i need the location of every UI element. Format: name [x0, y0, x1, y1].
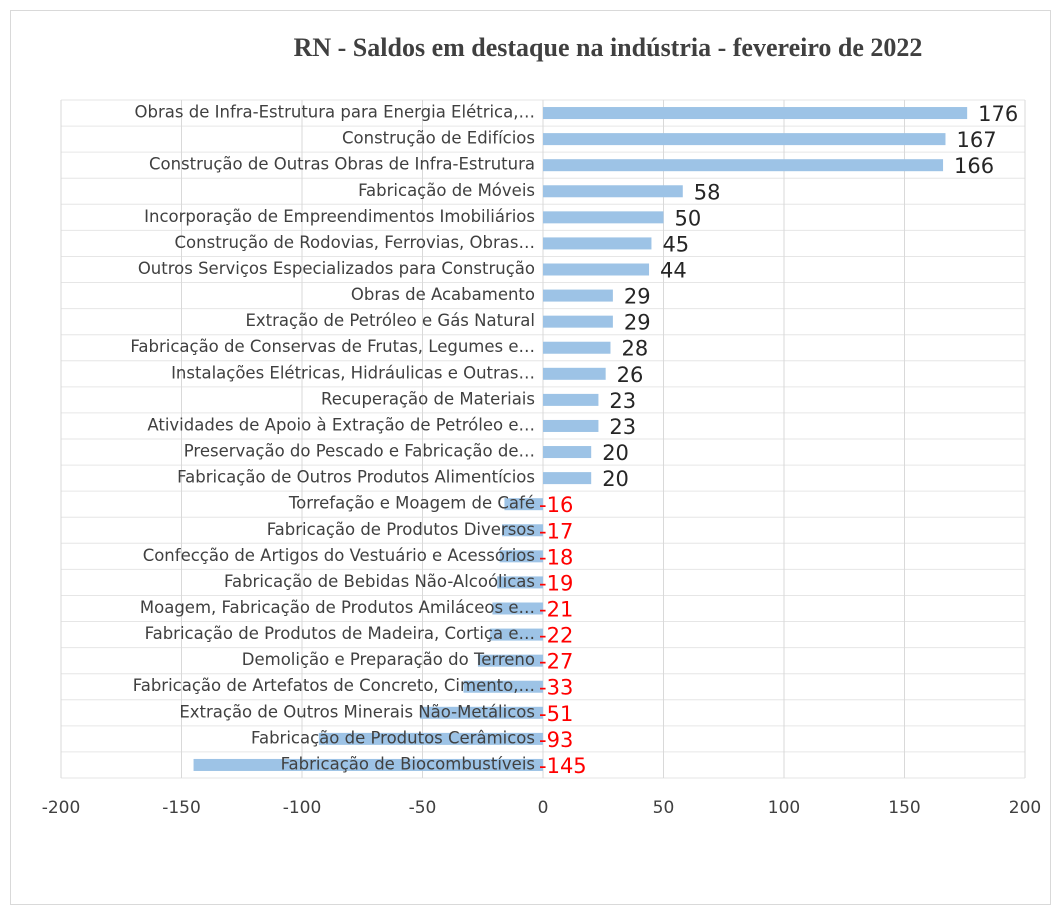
- bar: [463, 680, 543, 693]
- bar: [477, 654, 543, 667]
- category-label: Extração de Petróleo e Gás Natural: [245, 311, 535, 330]
- chart-title: RN - Saldos em destaque na indústria - f…: [294, 33, 923, 62]
- value-label: 23: [609, 389, 636, 413]
- category-label: Instalações Elétricas, Hidráulicas e Out…: [171, 363, 535, 382]
- bar: [543, 472, 592, 485]
- x-tick-label: 100: [768, 798, 800, 818]
- bar: [543, 289, 613, 302]
- category-label: Fabricação de Outros Produtos Alimentíci…: [177, 468, 535, 487]
- value-label: -145: [539, 754, 587, 778]
- x-tick-label: 50: [653, 798, 675, 818]
- bar: [497, 576, 543, 589]
- bar: [543, 341, 611, 354]
- value-label: -93: [539, 728, 573, 752]
- category-label: Fabricação de Artefatos de Concreto, Cim…: [133, 676, 535, 695]
- value-label: -22: [539, 624, 573, 648]
- x-tick-label: -150: [162, 798, 201, 818]
- value-label: 20: [602, 467, 629, 491]
- bar: [543, 446, 592, 459]
- category-label: Moagem, Fabricação de Produtos Amiláceos…: [140, 598, 535, 617]
- value-label: 23: [609, 415, 636, 439]
- category-label: Extração de Outros Minerais Não-Metálico…: [179, 702, 535, 721]
- bar: [543, 393, 599, 406]
- value-label: -51: [539, 702, 573, 726]
- bar: [543, 107, 968, 120]
- category-label: Fabricação de Biocombustíveis: [281, 754, 535, 773]
- category-label: Fabricação de Produtos Diversos: [267, 520, 535, 539]
- bar: [543, 237, 652, 250]
- category-label: Incorporação de Empreendimentos Imobiliá…: [144, 207, 535, 226]
- bar: [543, 315, 613, 328]
- bar: [193, 758, 544, 771]
- bar: [543, 159, 944, 172]
- bar: [492, 602, 543, 615]
- value-label: 58: [694, 180, 721, 204]
- bar: [318, 732, 543, 745]
- category-label: Construção de Rodovias, Ferrovias, Obras…: [175, 233, 535, 252]
- value-label: 20: [602, 441, 629, 465]
- bar: [420, 706, 543, 719]
- value-label: -18: [539, 545, 573, 569]
- value-label: -16: [539, 493, 573, 517]
- category-label: Construção de Edifícios: [342, 129, 535, 148]
- value-label: -27: [539, 650, 573, 674]
- category-label: Obras de Acabamento: [351, 285, 535, 304]
- value-label: 167: [956, 128, 996, 152]
- value-label: 29: [624, 285, 651, 309]
- bar: [499, 550, 543, 563]
- value-label: 50: [675, 206, 702, 230]
- category-label: Outros Serviços Especializados para Cons…: [138, 259, 535, 278]
- value-label: -17: [539, 519, 573, 543]
- category-label: Preservação do Pescado e Fabricação de…: [184, 442, 535, 461]
- category-label: Torrefação e Moagem de Café: [288, 494, 535, 513]
- value-label: 176: [978, 102, 1018, 126]
- x-tick-label: 150: [888, 798, 920, 818]
- value-label: -21: [539, 598, 573, 622]
- category-label: Confecção de Artigos do Vestuário e Aces…: [143, 546, 535, 565]
- bar: [543, 211, 664, 224]
- bar: [504, 498, 543, 511]
- x-tick-label: -200: [42, 798, 81, 818]
- bar: [543, 367, 606, 380]
- value-label: 26: [617, 363, 644, 387]
- category-label: Fabricação de Produtos de Madeira, Corti…: [145, 624, 535, 643]
- value-label: 166: [954, 154, 994, 178]
- category-label: Fabricação de Móveis: [358, 181, 535, 200]
- value-label: 45: [662, 232, 689, 256]
- value-label: 29: [624, 311, 651, 335]
- x-tick-label: 0: [538, 798, 549, 818]
- category-label: Fabricação de Bebidas Não-Alcoólicas: [224, 572, 535, 591]
- category-label: Construção de Outras Obras de Infra-Estr…: [149, 155, 535, 174]
- bar: [543, 185, 683, 198]
- category-label: Obras de Infra-Estrutura para Energia El…: [135, 103, 535, 122]
- value-label: -33: [539, 676, 573, 700]
- value-label: -19: [539, 571, 573, 595]
- bar: [543, 263, 650, 276]
- value-label: 44: [660, 259, 687, 283]
- x-tick-label: -100: [283, 798, 322, 818]
- value-label: 28: [621, 337, 648, 361]
- x-tick-label: 200: [1009, 798, 1041, 818]
- bar: [543, 133, 946, 146]
- category-label: Demolição e Preparação do Terreno: [242, 650, 535, 669]
- x-tick-label: -50: [409, 798, 437, 818]
- bar: [489, 628, 543, 641]
- category-label: Fabricação de Conservas de Frutas, Legum…: [130, 337, 535, 356]
- category-label: Recuperação de Materiais: [321, 389, 535, 408]
- bar: [502, 524, 543, 537]
- bar: [543, 419, 599, 432]
- category-label: Atividades de Apoio à Extração de Petról…: [147, 415, 535, 434]
- category-label: Fabricação de Produtos Cerâmicos: [251, 728, 535, 747]
